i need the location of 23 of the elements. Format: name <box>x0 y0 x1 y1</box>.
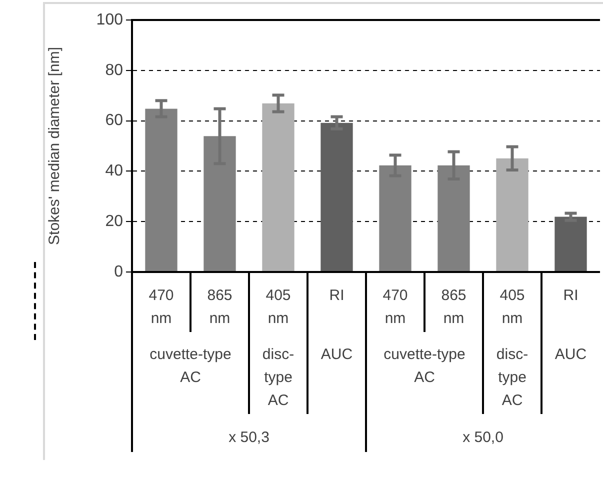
x-tick-label: 865 nm <box>207 287 232 328</box>
x-tick-label: 405 nm <box>500 287 525 328</box>
y-tick-label: 0 <box>114 263 124 280</box>
x-tick-label: 470 nm <box>148 287 174 328</box>
y-tick-label: 40 <box>105 162 124 180</box>
x-tick-label: 470 nm <box>382 287 408 328</box>
y-tick-label: 60 <box>105 112 124 130</box>
y-tick-label: 80 <box>105 62 124 79</box>
x-tick-label: 865 nm <box>441 287 466 328</box>
text: AUC <box>320 346 353 364</box>
y-axis-title: Stokes' median diameter [nm] <box>46 47 64 245</box>
y-tick-label: 20 <box>105 213 124 230</box>
text: cuvette-type AC <box>150 346 232 386</box>
x-tick-label: RI <box>563 287 578 304</box>
text: x 50,3 <box>228 429 270 446</box>
text: x 50,0 <box>462 429 504 446</box>
y-tick-label: 100 <box>96 11 124 28</box>
text: disc-type AC <box>496 346 528 410</box>
x-tick-label: 405 nm <box>266 287 291 328</box>
text: AUC <box>554 346 587 364</box>
x-tick-label: RI <box>329 287 344 304</box>
text: cuvette-type AC <box>384 346 466 386</box>
text: disc-type AC <box>262 346 294 410</box>
